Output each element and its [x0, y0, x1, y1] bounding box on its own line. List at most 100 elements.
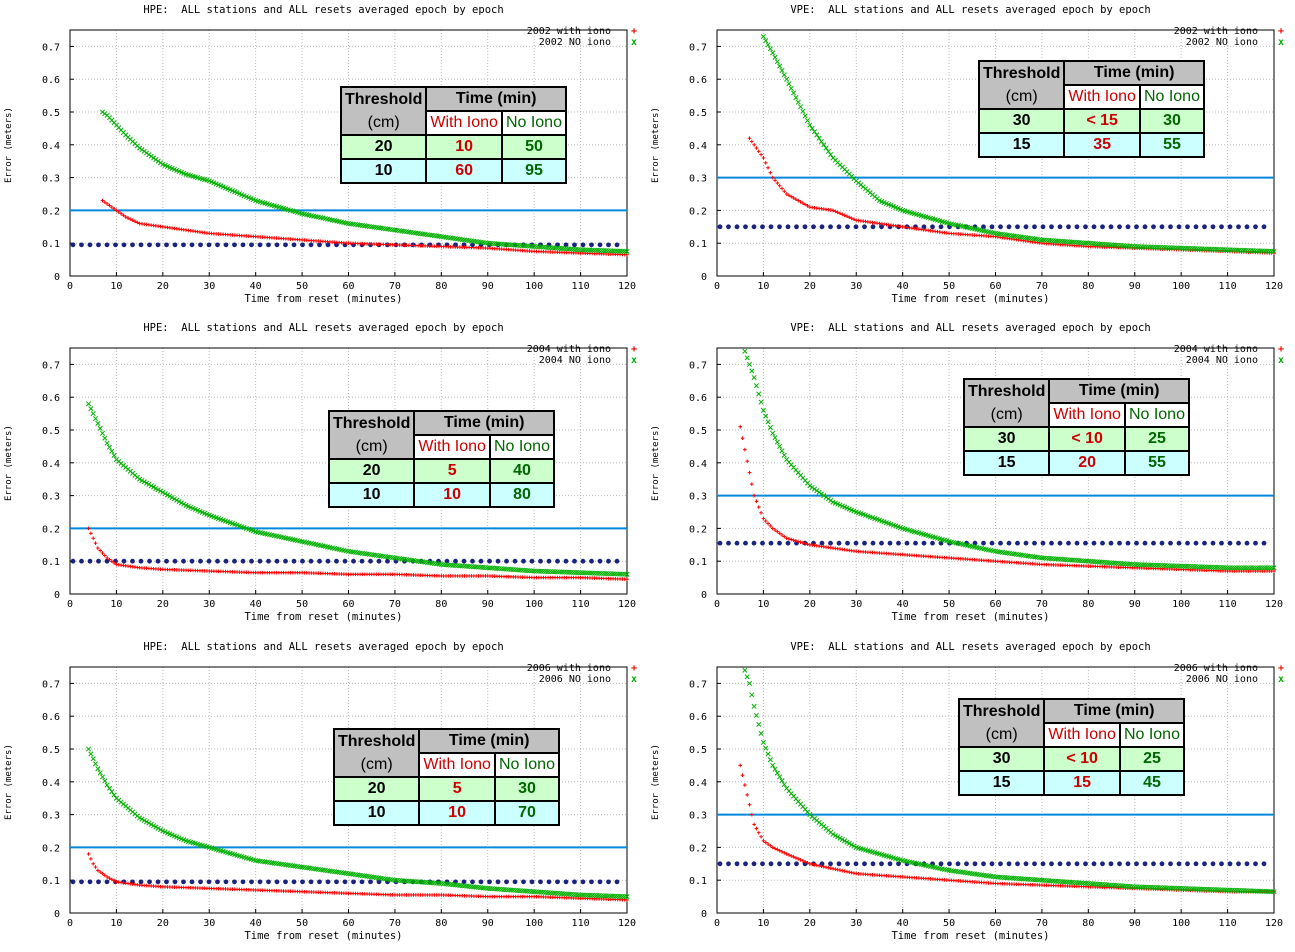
reference-dot — [615, 559, 620, 564]
x-tick-label: 50 — [943, 281, 955, 292]
time-header: Time (min) — [419, 729, 559, 753]
reference-dot — [207, 879, 212, 884]
reference-dot — [547, 559, 552, 564]
reference-dot — [1117, 224, 1122, 229]
reference-dot — [1211, 224, 1216, 229]
no-iono-value: 25 — [1120, 747, 1184, 771]
reference-dot — [88, 242, 93, 247]
reference-dot — [990, 861, 995, 866]
no-iono-value: 95 — [502, 159, 566, 183]
reference-dot — [752, 224, 757, 229]
x-tick-label: 110 — [1219, 281, 1237, 292]
with-iono-value: 10 — [414, 483, 490, 507]
reference-dot — [871, 224, 876, 229]
reference-dot — [1134, 224, 1139, 229]
reference-dot — [198, 559, 203, 564]
y-tick-label: 0.4 — [42, 141, 60, 152]
reference-dot — [581, 559, 586, 564]
y-tick-label: 0.5 — [42, 745, 60, 756]
reference-dot — [1168, 861, 1173, 866]
time-header-label: Time (min) — [1079, 382, 1160, 399]
reference-dot — [743, 861, 748, 866]
threshold-unit: (cm) — [964, 403, 1049, 427]
reference-dot — [854, 861, 859, 866]
reference-dot — [811, 224, 816, 229]
reference-dot — [258, 879, 263, 884]
x-tick-label: 80 — [435, 599, 447, 610]
reference-dot — [1109, 861, 1114, 866]
x-tick-label: 110 — [1219, 918, 1237, 929]
threshold-value: 10 — [341, 159, 426, 183]
no-iono-header: No Iono — [1125, 403, 1189, 427]
reference-dot — [1143, 541, 1148, 546]
chart-panel-hpe-2004: HPE: ALL stations and ALL resets average… — [0, 318, 647, 633]
reference-dot — [266, 242, 271, 247]
reference-dot — [1134, 541, 1139, 546]
reference-dot — [351, 559, 356, 564]
reference-dot — [164, 242, 169, 247]
reference-dot — [572, 879, 577, 884]
time-header-label: Time (min) — [444, 414, 525, 431]
x-tick-label: 50 — [296, 281, 308, 292]
y-tick-label: 0.2 — [689, 524, 707, 535]
y-tick-label: 0.5 — [689, 745, 707, 756]
reference-dot — [181, 879, 186, 884]
reference-dot — [538, 559, 543, 564]
reference-dot — [589, 879, 594, 884]
reference-dot — [190, 559, 195, 564]
reference-dot — [888, 541, 893, 546]
reference-dot — [990, 541, 995, 546]
reference-dot — [956, 861, 961, 866]
reference-dot — [147, 242, 152, 247]
reference-dot — [1041, 224, 1046, 229]
x-axis-label: Time from reset (minutes) — [647, 611, 1294, 623]
x-tick-label: 120 — [618, 918, 636, 929]
reference-dot — [930, 541, 935, 546]
x-tick-label: 0 — [714, 599, 720, 610]
reference-dot — [71, 879, 76, 884]
y-tick-label: 0.5 — [42, 108, 60, 119]
reference-dot — [309, 879, 314, 884]
x-tick-label: 40 — [897, 599, 909, 610]
reference-dot — [496, 879, 501, 884]
reference-dot — [615, 242, 620, 247]
reference-dot — [1109, 541, 1114, 546]
reference-dot — [777, 861, 782, 866]
reference-dot — [1228, 541, 1233, 546]
reference-dot — [275, 559, 280, 564]
reference-dot — [786, 861, 791, 866]
reference-dot — [572, 242, 577, 247]
reference-dot — [760, 861, 765, 866]
reference-dot — [1083, 224, 1088, 229]
x-tick-label: 90 — [482, 918, 494, 929]
time-header: Time (min) — [1064, 61, 1204, 85]
reference-dot — [1253, 541, 1258, 546]
reference-dot — [351, 879, 356, 884]
reference-dot — [275, 879, 280, 884]
time-header-label: Time (min) — [1074, 702, 1155, 719]
x-tick-label: 10 — [110, 918, 122, 929]
reference-dot — [1058, 224, 1063, 229]
reference-dot — [998, 224, 1003, 229]
reference-dot — [462, 559, 467, 564]
reference-dot — [1109, 224, 1114, 229]
reference-dot — [1160, 541, 1165, 546]
x-tick-label: 40 — [250, 599, 262, 610]
time-header: Time (min) — [426, 87, 566, 111]
reference-dot — [1151, 541, 1156, 546]
x-tick-label: 70 — [1036, 918, 1048, 929]
reference-dot — [1083, 541, 1088, 546]
reference-dot — [1041, 541, 1046, 546]
reference-dot — [88, 559, 93, 564]
reference-dot — [998, 861, 1003, 866]
reference-dot — [1262, 541, 1267, 546]
reference-dot — [139, 559, 144, 564]
no-iono-value: 55 — [1140, 133, 1204, 157]
y-tick-label: 0.7 — [689, 360, 707, 371]
reference-dot — [292, 559, 297, 564]
threshold-value: 15 — [964, 451, 1049, 475]
reference-dot — [232, 559, 237, 564]
